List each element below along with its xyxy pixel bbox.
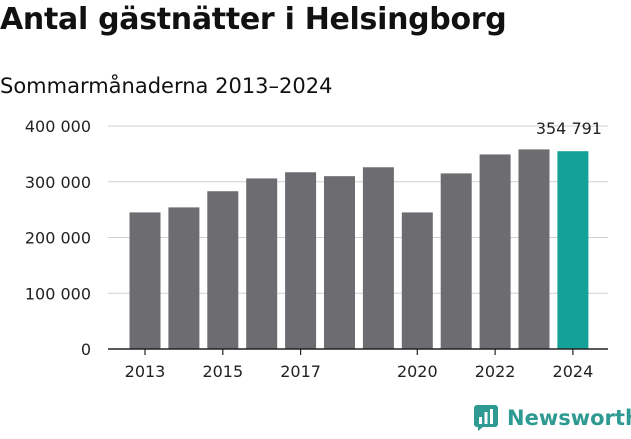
bar-2019: [362, 167, 394, 349]
y-tick-label: 100 000: [25, 284, 91, 303]
newsworthy-logo-icon: [474, 405, 498, 431]
x-axis-ticks: 2013 2015 2017 2020 2022 2024: [125, 349, 594, 381]
data-labels: 354 791: [536, 119, 602, 138]
bar-2014: [168, 207, 200, 349]
x-tick-label: 2013: [125, 362, 166, 381]
x-tick-label: 2020: [397, 362, 438, 381]
bar-2024: [557, 151, 589, 349]
bar-2022: [479, 154, 511, 349]
bar-2013: [129, 212, 161, 349]
x-tick-label: 2024: [553, 362, 594, 381]
x-tick-label: 2015: [202, 362, 243, 381]
brand-name: Newsworthy: [507, 406, 631, 430]
y-tick-label: 300 000: [25, 173, 91, 192]
bar-2020: [401, 212, 433, 349]
y-tick-label: 200 000: [25, 229, 91, 248]
bar-2021: [440, 173, 472, 349]
bar-2017: [285, 172, 317, 349]
brand-logo: Newsworthy: [474, 405, 631, 431]
chart-subtitle: Sommarmånaderna 2013–2024: [0, 74, 333, 98]
bars: [129, 149, 589, 349]
x-tick-label: 2017: [280, 362, 321, 381]
x-tick-label: 2022: [475, 362, 516, 381]
bar-2015: [207, 191, 239, 349]
chart-title: Antal gästnätter i Helsingborg: [0, 2, 507, 37]
bar-2016: [246, 178, 278, 349]
y-tick-label: 0: [81, 340, 91, 359]
bar-2023: [518, 149, 550, 349]
data-label-highlight: 354 791: [536, 119, 602, 138]
y-tick-label: 400 000: [25, 117, 91, 136]
bar-2018: [324, 176, 355, 349]
y-axis-ticks: 0 100 000 200 000 300 000 400 000: [25, 117, 91, 359]
